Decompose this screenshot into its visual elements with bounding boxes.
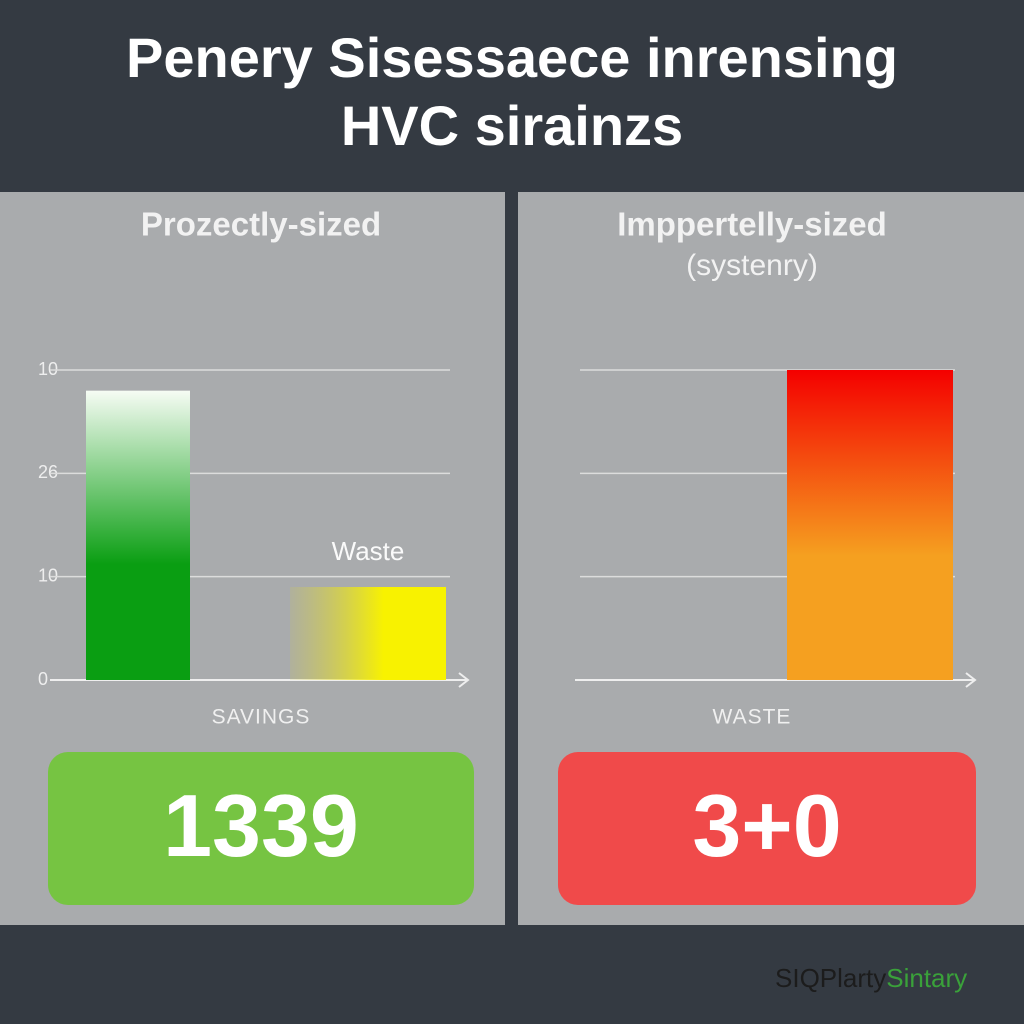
- brand-part: Sintary: [886, 963, 967, 993]
- y-tick-label: 10: [38, 359, 58, 379]
- bar: [86, 390, 190, 680]
- brand-part: SIQPlarty: [775, 963, 886, 993]
- footer-brand: SIQPlartySintary: [775, 963, 967, 993]
- summary-value: 3+0: [692, 776, 841, 875]
- x-axis-label: SAVINGS: [212, 706, 311, 729]
- axis-arrow: [965, 672, 977, 688]
- panel-subtitle: (systenry): [686, 249, 818, 282]
- y-tick-label: 0: [38, 669, 48, 689]
- x-axis-label: WASTE: [713, 706, 792, 729]
- y-tick-label: 26: [38, 462, 58, 482]
- panel-title: Prozectly-sized: [141, 206, 381, 243]
- bar: [787, 370, 953, 680]
- bar: [290, 587, 446, 680]
- summary-box: [558, 752, 976, 905]
- panel-title: Imppertelly-sized: [617, 206, 887, 243]
- y-tick-label: 10: [38, 565, 58, 585]
- title-line: HVC sirainzs: [341, 94, 683, 157]
- summary-box: [48, 752, 474, 905]
- axis-arrow: [458, 672, 470, 688]
- bar-label: Waste: [332, 536, 405, 566]
- title-line: Penery Sisessaece inrensing: [126, 26, 898, 89]
- summary-value: 1339: [163, 776, 359, 875]
